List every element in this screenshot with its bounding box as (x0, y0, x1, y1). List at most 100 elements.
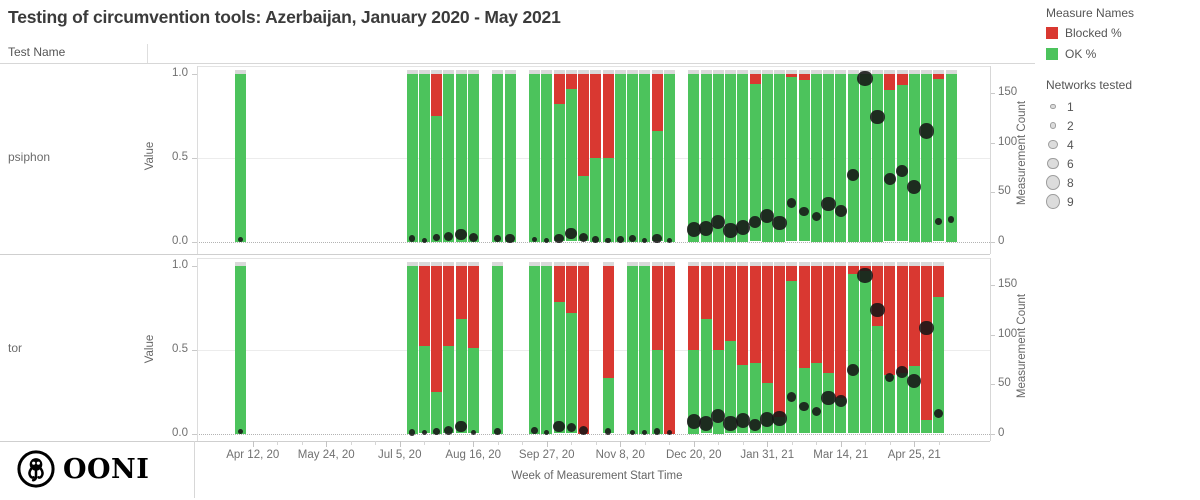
stacked-bar-psiphon[interactable] (529, 69, 540, 242)
ok-segment[interactable] (688, 349, 700, 434)
blocked-segment[interactable] (933, 73, 945, 79)
measurement-dot-tor[interactable] (421, 429, 427, 436)
measurement-dot-psiphon[interactable] (544, 237, 550, 244)
stacked-bar-psiphon[interactable] (700, 69, 712, 242)
ok-segment[interactable] (872, 73, 883, 242)
blocked-segment[interactable] (786, 73, 798, 77)
legend-size-item-8[interactable]: 8 (1046, 173, 1196, 192)
ok-segment[interactable] (908, 366, 920, 434)
stacked-bar-psiphon[interactable] (590, 69, 602, 242)
ok-segment[interactable] (847, 273, 859, 434)
measurement-dot-psiphon[interactable] (935, 218, 943, 226)
measurement-dot-psiphon[interactable] (554, 233, 564, 244)
ok-segment[interactable] (651, 130, 663, 242)
ok-segment[interactable] (443, 73, 455, 242)
stacked-bar-psiphon[interactable] (786, 69, 798, 242)
measurement-dot-psiphon[interactable] (907, 179, 922, 195)
ok-segment[interactable] (921, 420, 932, 434)
measurement-dot-psiphon[interactable] (821, 196, 836, 212)
ok-segment[interactable] (529, 265, 540, 434)
stacked-bar-psiphon[interactable] (688, 69, 700, 242)
measurement-dot-psiphon[interactable] (578, 232, 589, 243)
stacked-bar-psiphon[interactable] (908, 69, 920, 242)
measurement-dot-psiphon[interactable] (870, 109, 885, 125)
ok-segment[interactable] (786, 76, 798, 242)
blocked-segment[interactable] (810, 265, 822, 363)
stacked-bar-tor[interactable] (921, 261, 932, 434)
ok-segment[interactable] (823, 73, 834, 242)
stacked-bar-psiphon[interactable] (455, 69, 467, 242)
ok-segment[interactable] (627, 265, 638, 434)
ok-segment[interactable] (406, 265, 418, 434)
ok-segment[interactable] (786, 280, 798, 434)
measurement-dot-psiphon[interactable] (444, 231, 454, 242)
ok-segment[interactable] (467, 347, 479, 434)
measurement-dot-psiphon[interactable] (605, 237, 611, 244)
ok-segment[interactable] (627, 73, 638, 242)
ok-segment[interactable] (921, 73, 932, 242)
stacked-bar-tor[interactable] (627, 261, 638, 434)
stacked-bar-tor[interactable] (431, 261, 442, 434)
ok-segment[interactable] (578, 175, 589, 242)
blocked-segment[interactable] (663, 265, 675, 434)
stacked-bar-psiphon[interactable] (896, 69, 908, 242)
measurement-dot-tor[interactable] (604, 428, 612, 435)
ok-segment[interactable] (798, 367, 810, 434)
stacked-bar-tor[interactable] (884, 261, 896, 434)
stacked-bar-tor[interactable] (737, 261, 749, 434)
measurement-dot-tor[interactable] (934, 409, 944, 419)
stacked-bar-tor[interactable] (798, 261, 810, 434)
measurement-dot-tor[interactable] (544, 429, 550, 436)
measurement-dot-tor[interactable] (723, 416, 738, 431)
measurement-dot-psiphon[interactable] (711, 214, 726, 229)
legend-item-blocked-[interactable]: Blocked % (1046, 26, 1196, 40)
ok-segment[interactable] (418, 73, 430, 242)
stacked-bar-tor[interactable] (908, 261, 920, 434)
stacked-bar-tor[interactable] (553, 261, 565, 434)
stacked-bar-tor[interactable] (235, 261, 246, 434)
blocked-segment[interactable] (823, 265, 834, 374)
ok-segment[interactable] (467, 73, 479, 242)
ok-segment[interactable] (859, 270, 871, 434)
measurement-dot-psiphon[interactable] (847, 169, 859, 182)
measurement-dot-psiphon[interactable] (565, 227, 578, 240)
ok-segment[interactable] (896, 85, 908, 242)
stacked-bar-psiphon[interactable] (541, 69, 553, 242)
ok-segment[interactable] (835, 398, 847, 434)
stacked-bar-psiphon[interactable] (921, 69, 932, 242)
stacked-bar-tor[interactable] (761, 261, 773, 434)
stacked-bar-psiphon[interactable] (614, 69, 626, 242)
legend-item-ok-[interactable]: OK % (1046, 47, 1196, 61)
measurement-dot-psiphon[interactable] (531, 236, 538, 243)
blocked-segment[interactable] (896, 265, 908, 374)
measurement-dot-psiphon[interactable] (760, 208, 775, 223)
stacked-bar-psiphon[interactable] (602, 69, 614, 242)
measurement-dot-psiphon[interactable] (652, 233, 662, 244)
blocked-segment[interactable] (565, 73, 577, 89)
blocked-segment[interactable] (602, 265, 614, 379)
stacked-bar-tor[interactable] (663, 261, 675, 434)
measurement-dot-tor[interactable] (896, 366, 908, 379)
stacked-bar-psiphon[interactable] (859, 69, 871, 242)
stacked-bar-tor[interactable] (700, 261, 712, 434)
ok-segment[interactable] (565, 88, 577, 242)
stacked-bar-tor[interactable] (859, 261, 871, 434)
measurement-dot-psiphon[interactable] (686, 222, 701, 237)
stacked-bar-psiphon[interactable] (418, 69, 430, 242)
measurement-dot-tor[interactable] (629, 429, 636, 436)
blocked-segment[interactable] (553, 265, 565, 303)
stacked-bar-psiphon[interactable] (823, 69, 834, 242)
ok-segment[interactable] (235, 73, 246, 242)
blocked-segment[interactable] (749, 73, 761, 84)
legend-size-item-1[interactable]: 1 (1046, 97, 1196, 116)
measurement-dot-tor[interactable] (811, 407, 821, 417)
ok-segment[interactable] (492, 265, 504, 434)
stacked-bar-tor[interactable] (565, 261, 577, 434)
blocked-segment[interactable] (467, 265, 479, 348)
measurement-dot-psiphon[interactable] (947, 216, 955, 224)
legend-size-item-6[interactable]: 6 (1046, 154, 1196, 173)
stacked-bar-psiphon[interactable] (492, 69, 504, 242)
ok-segment[interactable] (602, 157, 614, 242)
blocked-segment[interactable] (700, 265, 712, 320)
measurement-dot-tor[interactable] (455, 420, 467, 433)
